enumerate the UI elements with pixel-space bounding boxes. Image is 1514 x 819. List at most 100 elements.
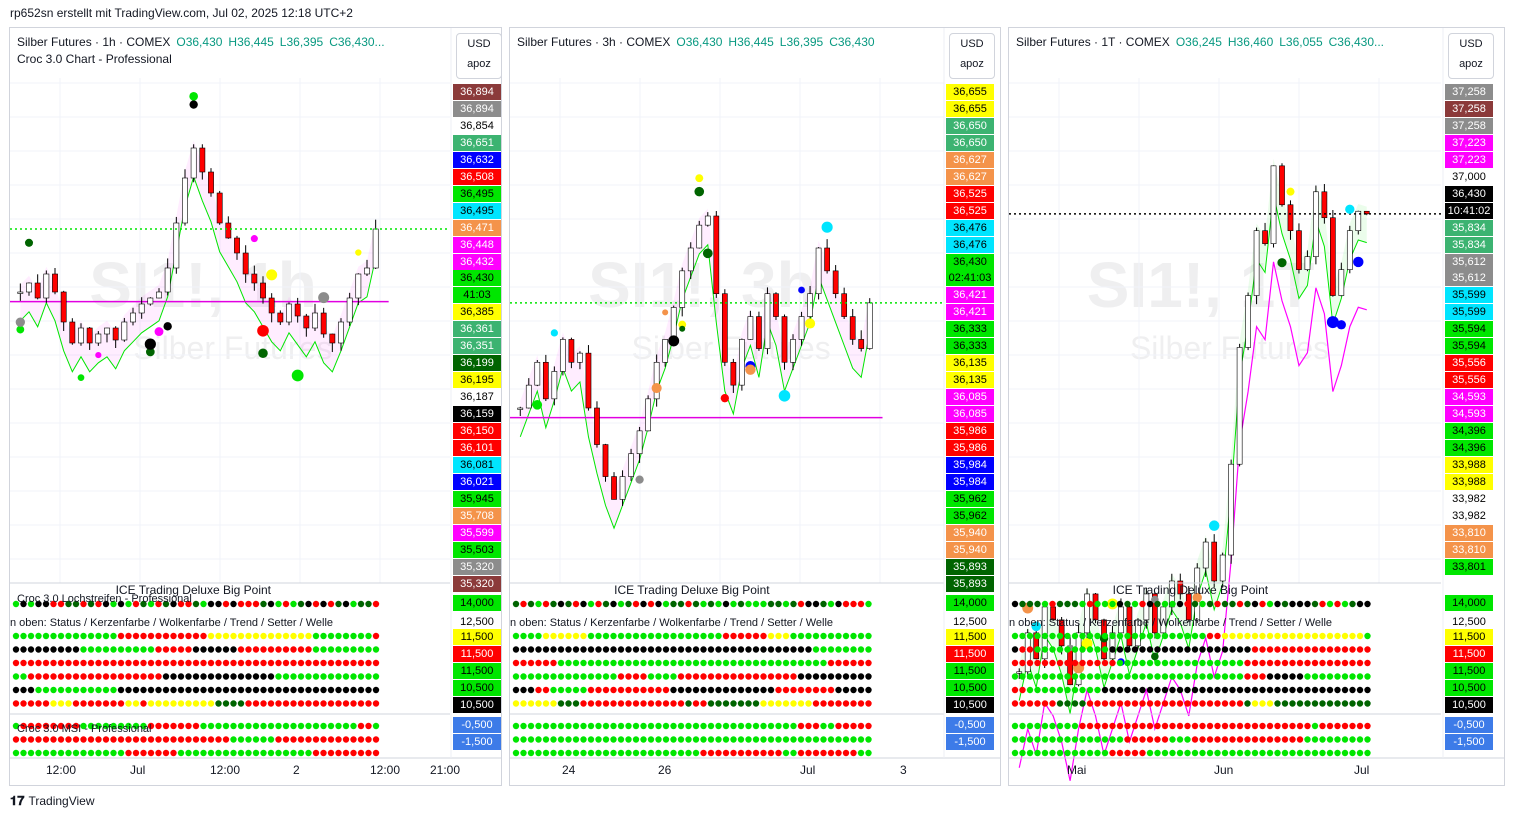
currency-selector[interactable]: USD apoz [456,33,501,79]
status-dot [35,673,42,680]
status-dot [57,632,65,640]
status-dot [640,673,647,680]
status-dot [357,673,365,680]
currency-label: USD [960,38,984,50]
status-dot [535,700,542,707]
status-dot [1161,673,1169,680]
msi-dot [1011,749,1019,757]
status-dot [700,659,707,667]
status-dot [1191,700,1199,707]
chart-panel-1d[interactable]: Silber Futures · 1T · COMEX O36,245 H36,46… [1008,27,1505,786]
msi-dot [230,749,237,757]
msi-dot [685,749,692,757]
msi-dot [1146,736,1154,743]
candle-bull [312,312,318,329]
status-dot [1019,700,1026,707]
status-dot [587,659,595,667]
status-dot [1304,686,1311,694]
msi-dot [1214,722,1221,730]
status-dot [1281,659,1289,667]
msi-dot [222,736,230,743]
signal-dot [679,325,686,332]
status-dot [820,646,827,653]
candle-bear [216,192,223,224]
status-dot [192,686,200,694]
msi-dot [42,722,50,730]
msi-dot [805,736,812,743]
msi-dot [797,722,805,730]
status-dot [1296,673,1304,680]
msi-dot [595,736,602,743]
price-tag: 34,593 [1445,406,1493,423]
status-dot [790,686,797,694]
osc-tag: 10,500 [946,697,994,713]
msi-dot [797,736,805,743]
big-point-dot [1319,600,1326,608]
big-point-dot [1131,600,1139,608]
msi-dot [207,749,215,757]
price-tag: 35,986 [946,439,994,456]
msi-dot [692,749,700,757]
status-dot [80,632,87,640]
symbol-title[interactable]: Silber Futures · 1h · COMEX [17,35,171,49]
currency-selector[interactable]: USD apoz [949,33,995,79]
status-dot [1199,673,1206,680]
status-dot [1334,632,1341,640]
msi-dot [1131,722,1139,730]
status-dot [140,659,147,667]
status-dot [350,700,357,707]
currency-selector[interactable]: USD apoz [1448,33,1494,79]
price-chart-svg[interactable] [510,28,1000,785]
msi-dot [1334,736,1341,743]
chart-header: rp652sn erstellt mit TradingView.com, Ju… [10,6,353,20]
candle-bull [1160,606,1167,634]
msi-dot [760,736,767,743]
chart-panel-3h[interactable]: Silber Futures · 3h · COMEX O36,430 H36,44… [509,27,1001,786]
big-point-dot [1221,600,1229,608]
big-point-dot [155,600,162,608]
msi-dot [1071,749,1079,757]
chart-panel-1h[interactable]: Silber Futures · 1h · COMEX O36,430 H36,44… [9,27,502,786]
status-dot [820,686,827,694]
big-point-dot [805,600,812,608]
big-point-dot [357,600,365,608]
status-dot [1364,646,1371,653]
status-dot [722,700,730,707]
ohlc-o: O36,430 [176,35,223,49]
status-dot [1319,632,1326,640]
status-dot [1206,700,1214,707]
msi-dot [372,722,380,730]
status-dot [1251,646,1259,653]
msi-dot [827,722,835,730]
msi-dot [1131,749,1139,757]
status-dot [1026,646,1034,653]
msi-dot [535,749,542,757]
candle-bull [525,384,532,409]
price-chart-svg[interactable] [1009,28,1504,785]
symbol-title[interactable]: Silber Futures · 3h · COMEX [517,35,671,49]
big-point-dot [117,600,125,608]
status-dot [12,632,20,640]
status-dot [80,673,87,680]
big-point-dot [1146,600,1154,608]
status-dot [1116,686,1124,694]
status-dot [42,659,50,667]
scale-mode-label: apoz [960,58,984,70]
price-chart-svg[interactable] [10,28,501,785]
price-tag: 36,894 [453,84,501,100]
big-point-dot [192,600,200,608]
status-dot [87,646,95,653]
candle-bear [199,147,206,173]
candle-bear [824,247,830,272]
status-dot [1056,659,1064,667]
status-dot [1356,673,1364,680]
status-dot [1274,673,1281,680]
status-dot [275,700,282,707]
tradingview-footer[interactable]: 𝟏𝟕 TradingView [10,793,95,809]
status-dot [1289,686,1296,694]
symbol-title[interactable]: Silber Futures · 1T · COMEX [1016,35,1170,49]
status-dot [110,632,117,640]
status-dot [12,646,20,653]
big-point-dot [132,600,140,608]
osc-tag: 11,500 [1445,646,1493,662]
